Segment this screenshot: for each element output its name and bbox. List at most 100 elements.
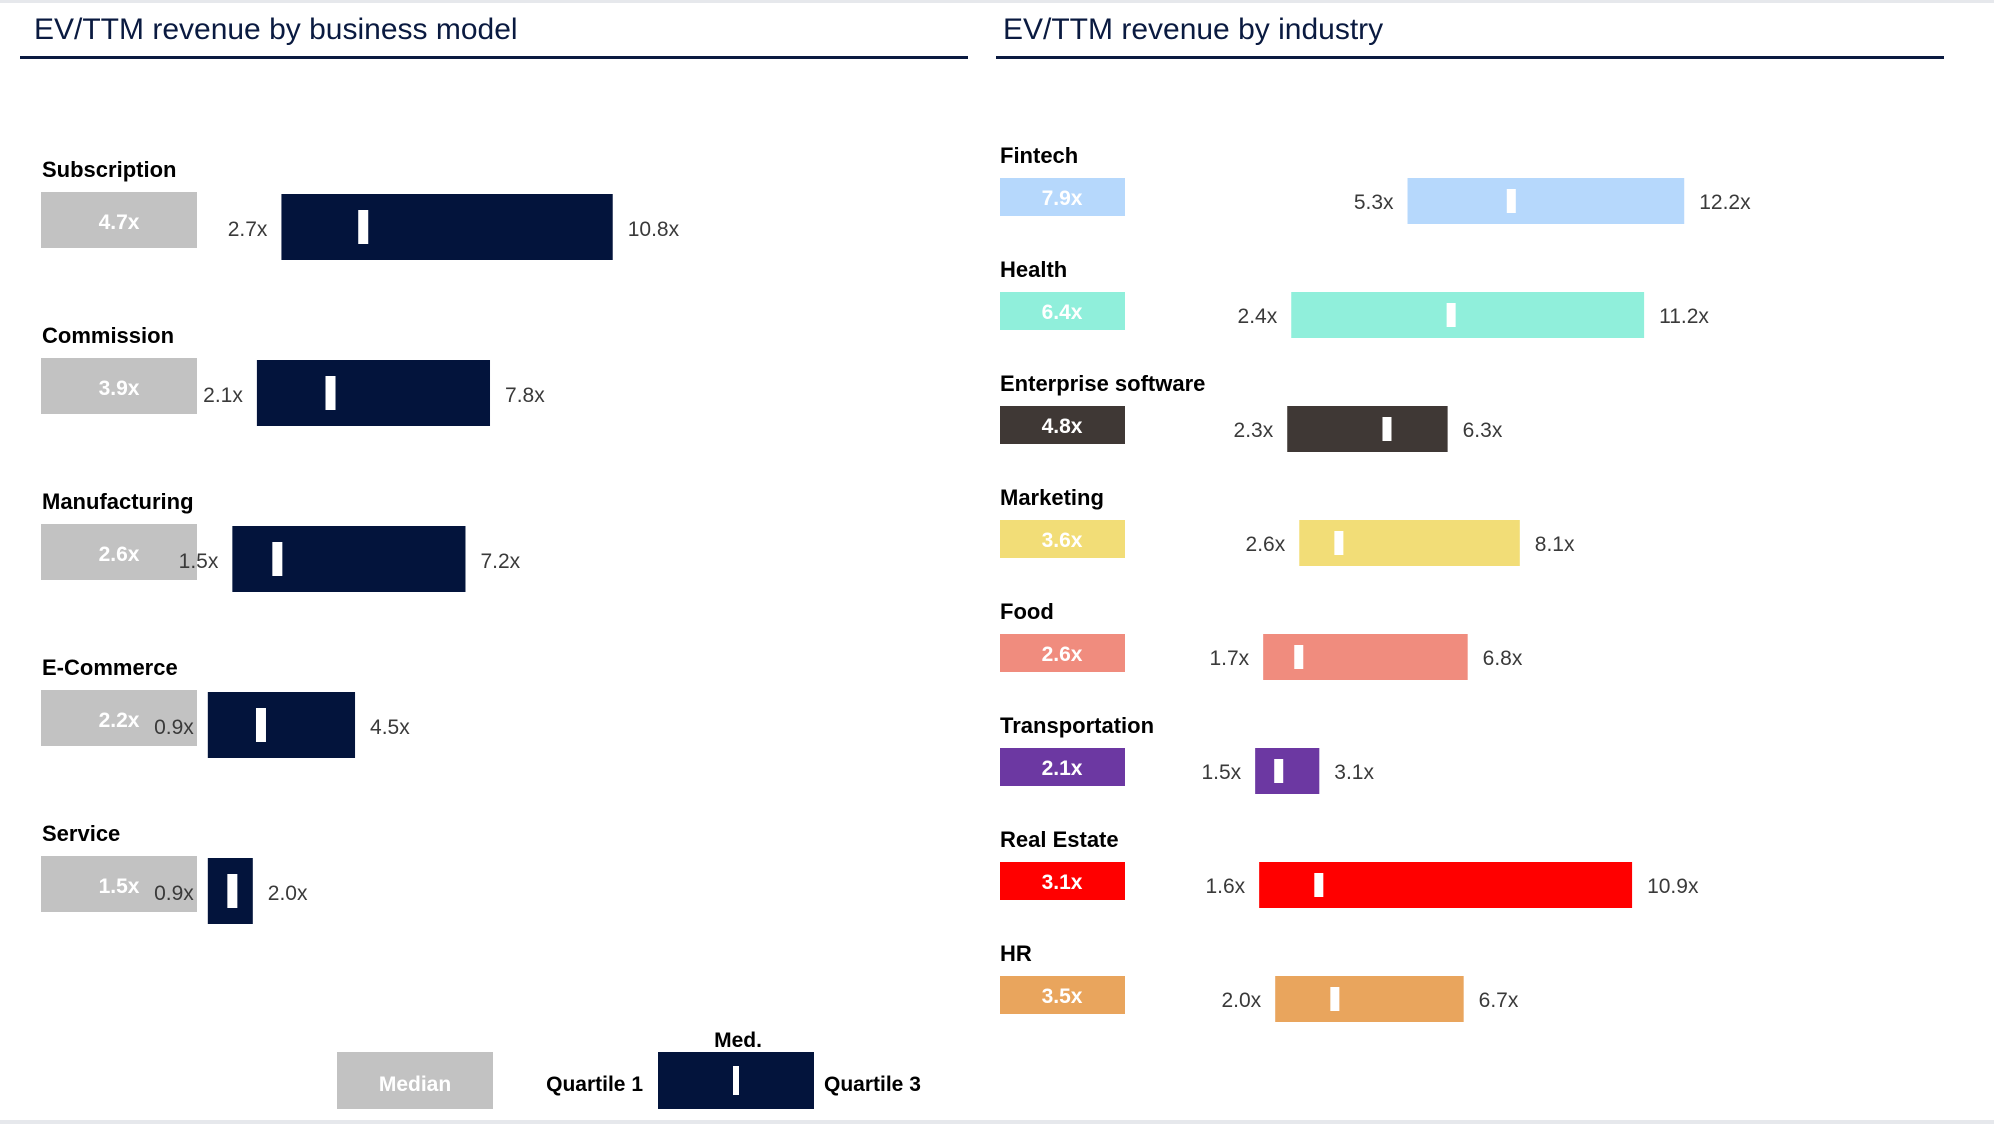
right-median-value: 6.4x (1042, 301, 1083, 324)
right-q3-value: 6.8x (1483, 647, 1523, 670)
left-q3-value: 7.8x (505, 384, 545, 407)
right-median-marker (1446, 303, 1456, 327)
right-chart-rows: Fintech 7.9x 5.3x 12.2x Health 6.4x 2.4x 11.2x E… (1000, 143, 1751, 1022)
bottom-rule (0, 1120, 1994, 1124)
right-q1-value: 2.3x (1234, 419, 1274, 442)
left-q1-value: 2.1x (203, 384, 243, 407)
left-q1-value: 0.9x (154, 882, 194, 905)
left-median-value: 4.7x (99, 211, 140, 234)
right-range-bar (1291, 292, 1645, 338)
right-median-value: 3.6x (1042, 529, 1083, 552)
left-median-marker (325, 376, 336, 410)
legend-med-label: Med. (714, 1029, 762, 1052)
right-median-marker (1506, 189, 1516, 213)
left-median-marker (358, 210, 369, 244)
left-category-label: Commission (42, 323, 174, 348)
right-median-box (1000, 406, 1125, 444)
legend-q3-label: Quartile 3 (824, 1073, 921, 1096)
right-median-value: 2.1x (1042, 757, 1083, 780)
right-median-box (1000, 748, 1125, 786)
left-range-bar (281, 194, 613, 260)
right-q1-value: 1.6x (1205, 875, 1245, 898)
left-median-value: 2.6x (99, 543, 140, 566)
top-rule (0, 0, 1994, 3)
left-q1-value: 1.5x (179, 550, 219, 573)
right-median-marker (1330, 987, 1340, 1011)
right-median-box (1000, 862, 1125, 900)
right-category-label: Real Estate (1000, 827, 1119, 852)
right-title-rule (996, 56, 1944, 59)
right-q3-value: 8.1x (1535, 533, 1575, 556)
right-median-marker (1314, 873, 1324, 897)
right-median-value: 7.9x (1042, 187, 1083, 210)
left-median-box (41, 856, 197, 912)
right-q3-value: 6.3x (1463, 419, 1503, 442)
left-category-label: Manufacturing (42, 489, 194, 514)
right-median-box (1000, 634, 1125, 672)
right-q3-value: 3.1x (1334, 761, 1374, 784)
left-category-label: E-Commerce (42, 655, 178, 680)
left-q3-value: 2.0x (268, 882, 308, 905)
right-range-bar (1263, 634, 1468, 680)
left-range-bar (207, 692, 356, 758)
left-q1-value: 2.7x (228, 218, 268, 241)
right-range-bar (1287, 406, 1448, 452)
right-median-marker (1294, 645, 1304, 669)
right-median-box (1000, 976, 1125, 1014)
right-median-box (1000, 520, 1125, 558)
right-q1-value: 2.4x (1238, 305, 1278, 328)
right-median-value: 4.8x (1042, 415, 1083, 438)
left-q3-value: 10.8x (628, 218, 680, 241)
legend-median-marker (733, 1066, 739, 1095)
right-range-bar (1299, 520, 1520, 566)
left-chart-title: EV/TTM revenue by business model (34, 13, 518, 46)
left-q1-value: 0.9x (154, 716, 194, 739)
left-median-marker (227, 874, 238, 908)
right-median-box (1000, 178, 1125, 216)
left-category-label: Service (42, 821, 120, 846)
right-chart-title: EV/TTM revenue by industry (1003, 13, 1383, 46)
left-range-bar (256, 360, 491, 426)
right-median-marker (1382, 417, 1392, 441)
left-median-marker (272, 542, 283, 576)
right-q3-value: 12.2x (1699, 191, 1751, 214)
left-category-label: Subscription (42, 157, 176, 182)
left-median-value: 3.9x (99, 377, 140, 400)
right-category-label: Health (1000, 257, 1067, 282)
right-median-value: 3.5x (1042, 985, 1083, 1008)
left-range-bar (232, 526, 466, 592)
right-q3-value: 6.7x (1479, 989, 1519, 1012)
right-median-marker (1334, 531, 1344, 555)
left-chart-rows: Subscription 4.7x 2.7x 10.8x Commission 3.9x 2… (41, 157, 680, 924)
legend-median-label: Median (379, 1073, 451, 1096)
legend-q1-label: Quartile 1 (546, 1073, 643, 1096)
left-median-value: 1.5x (99, 875, 140, 898)
right-q1-value: 2.0x (1221, 989, 1261, 1012)
right-q1-value: 5.3x (1354, 191, 1394, 214)
left-median-box (41, 192, 197, 248)
right-category-label: Food (1000, 599, 1054, 624)
right-category-label: HR (1000, 941, 1032, 966)
left-median-box (41, 358, 197, 414)
right-q3-value: 10.9x (1647, 875, 1699, 898)
right-q1-value: 1.7x (1209, 647, 1249, 670)
left-median-marker (255, 708, 266, 742)
left-median-box (41, 690, 197, 746)
left-q3-value: 4.5x (370, 716, 410, 739)
left-q3-value: 7.2x (480, 550, 520, 573)
right-q1-value: 1.5x (1201, 761, 1241, 784)
right-category-label: Transportation (1000, 713, 1154, 738)
right-median-value: 2.6x (1042, 643, 1083, 666)
right-category-label: Marketing (1000, 485, 1104, 510)
left-median-value: 2.2x (99, 709, 140, 732)
right-range-bar (1407, 178, 1685, 224)
right-q3-value: 11.2x (1659, 305, 1709, 328)
legend-median-box (337, 1052, 493, 1109)
left-median-box (41, 524, 197, 580)
right-median-marker (1274, 759, 1284, 783)
right-category-label: Fintech (1000, 143, 1078, 168)
right-range-bar (1255, 748, 1320, 794)
right-median-value: 3.1x (1042, 871, 1083, 894)
left-title-rule (20, 56, 968, 59)
